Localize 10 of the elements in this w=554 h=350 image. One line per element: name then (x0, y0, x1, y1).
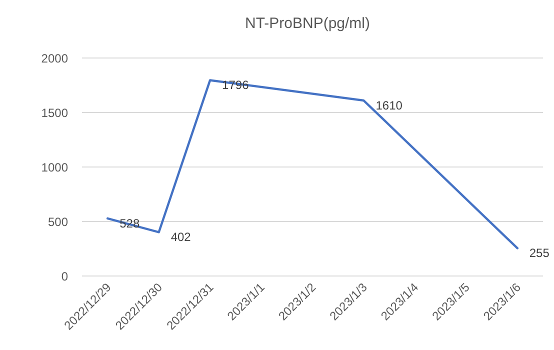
y-tick-label: 1500 (41, 106, 68, 120)
y-tick-label: 0 (61, 270, 68, 284)
data-label: 1610 (376, 98, 403, 113)
chart-title: NT-ProBNP(pg/ml) (244, 15, 370, 32)
y-tick-label: 2000 (41, 52, 68, 66)
data-label: 402 (170, 230, 192, 244)
data-label: 255 (529, 246, 550, 260)
y-tick-label: 1000 (41, 160, 68, 174)
y-tick-label: 500 (48, 215, 68, 229)
line-series (106, 79, 519, 250)
